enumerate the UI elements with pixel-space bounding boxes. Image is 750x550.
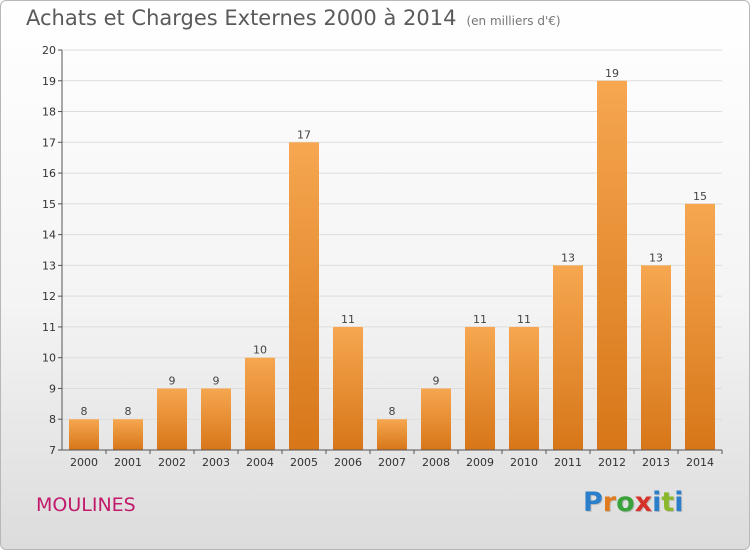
- title-row: Achats et Charges Externes 2000 à 2014 (e…: [26, 6, 561, 30]
- bar: [641, 265, 671, 450]
- y-tick-label: 10: [42, 352, 56, 365]
- x-tick-label: 2002: [158, 456, 186, 469]
- y-tick-label: 8: [49, 413, 56, 426]
- logo-letter: P: [583, 487, 603, 518]
- bar-value-label: 13: [561, 251, 575, 264]
- x-tick-label: 2004: [246, 456, 274, 469]
- x-tick-label: 2001: [114, 456, 142, 469]
- bar-value-label: 8: [389, 405, 396, 418]
- logo-letter: i: [652, 487, 662, 518]
- x-tick-label: 2013: [642, 456, 670, 469]
- labels: 7 8 9 10 11 12 13 14 15 16 17 18 19 20 8 2000 8 2001 9 2002…: [42, 44, 714, 469]
- bar-value-label: 19: [605, 67, 619, 80]
- bar-value-label: 8: [125, 405, 132, 418]
- y-tick-label: 15: [42, 198, 56, 211]
- x-tick-label: 2006: [334, 456, 362, 469]
- bar-value-label: 9: [169, 374, 176, 387]
- bar-value-label: 9: [433, 374, 440, 387]
- x-tick-label: 2008: [422, 456, 450, 469]
- bars: [69, 80, 715, 451]
- bar: [553, 265, 583, 450]
- bar-value-label: 10: [253, 344, 267, 357]
- y-tick-label: 12: [42, 290, 56, 303]
- bar-value-label: 13: [649, 251, 663, 264]
- bar: [597, 80, 627, 451]
- bar: [245, 357, 275, 450]
- y-tick-label: 16: [42, 167, 56, 180]
- chart-title: Achats et Charges Externes 2000 à 2014: [26, 6, 457, 30]
- bar: [201, 388, 231, 450]
- bar: [421, 388, 451, 450]
- bar: [333, 326, 363, 450]
- bar: [69, 419, 99, 450]
- y-tick-label: 7: [49, 444, 56, 457]
- logo-letter: o: [616, 487, 635, 518]
- y-tick-label: 9: [49, 382, 56, 395]
- bar: [685, 203, 715, 450]
- bar: [113, 419, 143, 450]
- bar-value-label: 9: [213, 374, 220, 387]
- x-tick-label: 2000: [70, 456, 98, 469]
- x-tick-label: 2003: [202, 456, 230, 469]
- logo-letter: x: [634, 487, 653, 518]
- bar: [509, 326, 539, 450]
- bar-value-label: 11: [341, 313, 355, 326]
- logo-letter: i: [674, 487, 684, 518]
- y-tick-label: 20: [42, 44, 56, 57]
- x-tick-label: 2012: [598, 456, 626, 469]
- x-tick-label: 2014: [686, 456, 714, 469]
- proxiti-logo[interactable]: Proxiti: [583, 487, 684, 518]
- x-tick-label: 2010: [510, 456, 538, 469]
- axes: [58, 49, 723, 454]
- y-tick-label: 19: [42, 75, 56, 88]
- bar: [465, 326, 495, 450]
- x-tick-label: 2011: [554, 456, 582, 469]
- bar-value-label: 8: [81, 405, 88, 418]
- y-tick-label: 18: [42, 106, 56, 119]
- y-tick-label: 11: [42, 321, 56, 334]
- logo-letter: t: [661, 487, 675, 518]
- bar-value-label: 11: [517, 313, 531, 326]
- y-tick-label: 14: [42, 229, 56, 242]
- bar-value-label: 11: [473, 313, 487, 326]
- x-tick-label: 2005: [290, 456, 318, 469]
- logo-letter: r: [602, 487, 617, 518]
- city-name: MOULINES: [36, 494, 136, 516]
- y-tick-label: 17: [42, 136, 56, 149]
- bar: [289, 142, 319, 451]
- bar: [157, 388, 187, 450]
- x-tick-label: 2009: [466, 456, 494, 469]
- bar-value-label: 15: [693, 190, 707, 203]
- x-tick-label: 2007: [378, 456, 406, 469]
- bar: [377, 419, 407, 450]
- y-tick-label: 13: [42, 259, 56, 272]
- chart-subtitle: (en milliers d'€): [466, 14, 561, 28]
- bar-value-label: 17: [297, 128, 311, 141]
